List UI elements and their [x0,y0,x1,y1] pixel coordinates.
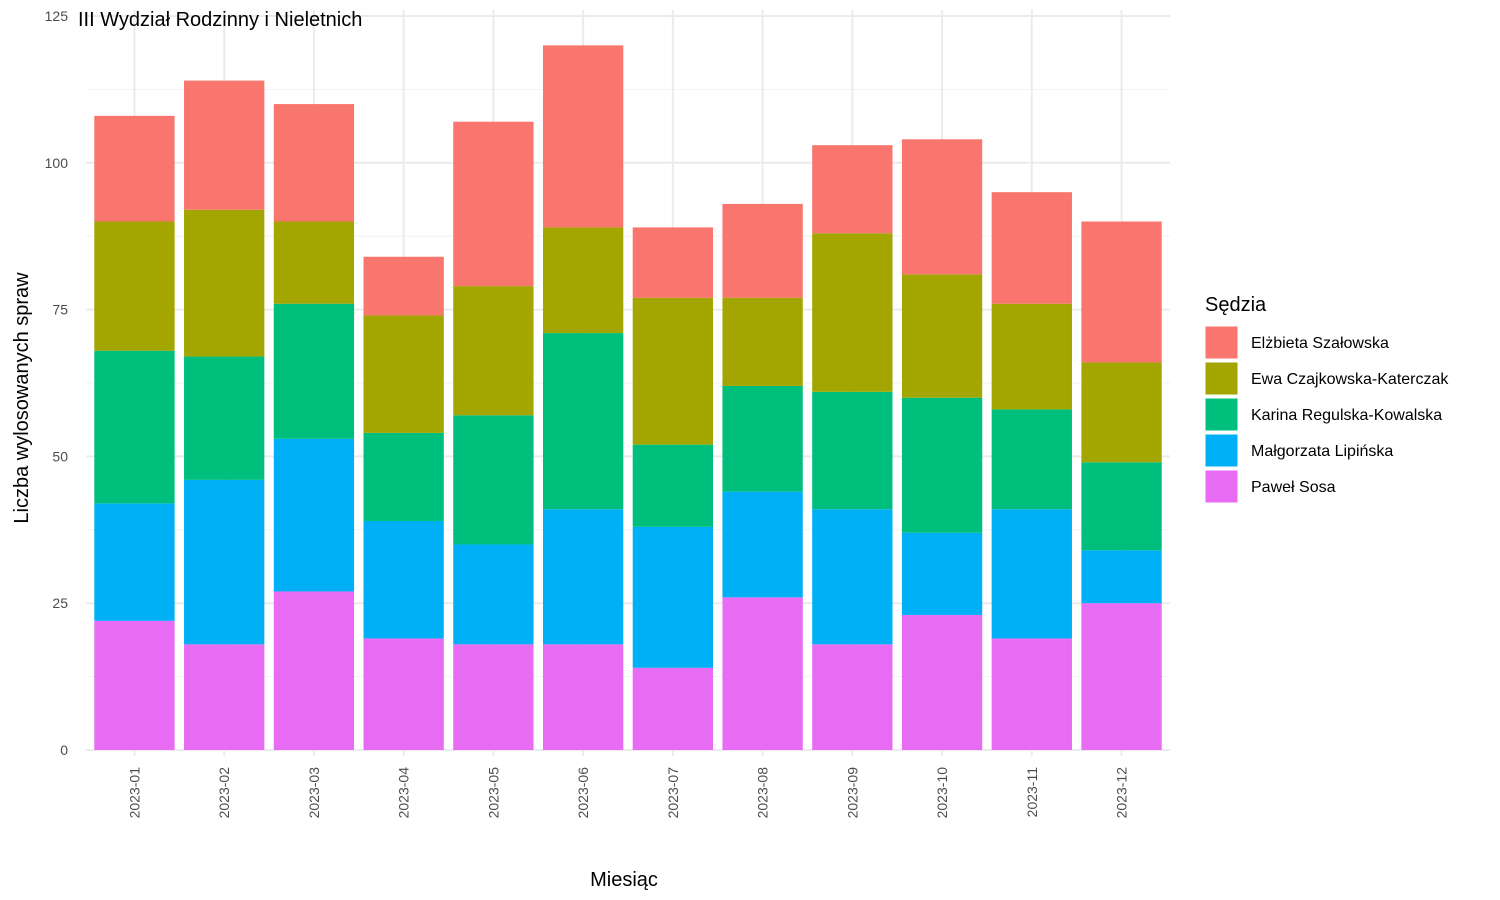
bar-segment [632,667,714,750]
x-tick-label: 2023-04 [396,767,412,819]
y-tick-label: 100 [45,155,69,171]
bar-segment [991,509,1072,639]
bar-segment [991,303,1072,410]
y-tick-label: 25 [52,595,68,611]
bar-segment [184,80,265,210]
x-tick-label: 2023-07 [665,767,681,819]
bar-segment [632,526,714,668]
legend-label: Ewa Czajkowska-Katerczak [1251,371,1449,388]
x-tick-label: 2023-12 [1114,767,1130,819]
x-tick-label: 2023-02 [216,767,232,819]
y-axis-title: Liczba wylosowanych spraw [11,272,33,524]
bar-segment [1081,462,1162,551]
bar-segment [94,221,175,351]
bar-segment [363,256,444,316]
bar-segment [722,597,803,750]
legend-label: Karina Regulska-Kowalska [1251,407,1442,424]
legend-title: Sędzia [1205,294,1267,316]
legend-label: Paweł Sosa [1251,479,1336,496]
bar-segment [184,356,265,480]
x-tick-label: 2023-10 [934,767,950,819]
y-tick-label: 75 [52,302,68,318]
bar-segment [453,286,534,416]
bar-segment [632,297,714,445]
bar-segment [363,520,444,639]
legend-label: Małgorzata Lipińska [1251,443,1393,460]
bar-segment [453,415,534,545]
bar-segment [1081,603,1162,750]
bar-segment [273,303,355,439]
x-tick-label: 2023-01 [126,767,142,819]
bar-segment [94,350,175,504]
bar-segment [184,209,265,357]
grid-minor [86,88,1170,678]
legend-swatch [1204,469,1239,504]
bar-segment [901,397,983,533]
legend-swatch [1204,325,1239,360]
y-axis-ticks: 0 25 50 75 100 125 [45,8,69,758]
bar-segment [901,139,983,275]
x-axis-ticks: 2023-01 2023-02 2023-03 2023-04 2023-05 2023-… [126,767,1129,819]
bar-segment [542,644,624,750]
x-tick-label: 2023-08 [755,767,771,819]
bar-segment [273,221,355,304]
x-axis-title: Miesiąc [590,869,658,891]
legend-swatch [1204,433,1239,468]
x-tick-label: 2023-11 [1024,767,1040,818]
bar-segment [453,121,534,287]
bar-segment [542,333,624,510]
legend-label: Elżbieta Szałowska [1251,335,1389,352]
legend: Sędzia Elżbieta Szałowska Ewa Czajkowska-… [1204,294,1449,504]
bar-segment [901,532,983,615]
bar-segment [1081,221,1162,363]
bar-segment [1081,550,1162,604]
x-tick-label: 2023-09 [844,767,860,819]
bar-segment [542,227,624,334]
x-tick-label: 2023-03 [306,767,322,819]
x-tick-label: 2023-06 [575,767,591,819]
bar-segment [453,544,534,645]
bar-segment [991,638,1072,750]
bar-segment [363,432,444,521]
bar-segment [991,192,1072,304]
bar-segment [722,385,803,492]
bar-segment [273,438,355,592]
legend-swatch [1204,397,1239,432]
bar-segment [812,644,893,750]
bar-segment [901,274,983,398]
bar-segment [94,503,175,621]
bar-segment [184,479,265,645]
bar-segment [1081,362,1162,463]
y-tick-label: 0 [60,742,68,758]
bar-segment [722,203,803,298]
bar-segment [453,644,534,750]
bar-segment [184,644,265,750]
bar-segment [273,104,355,222]
bar-segment [812,509,893,645]
bars [94,45,1162,750]
bar-segment [542,509,624,645]
bar-segment [94,115,175,222]
bar-segment [812,233,893,392]
bar-segment [94,620,175,750]
bar-segment [632,444,714,527]
bar-segment [812,145,893,234]
bar-segment [363,315,444,433]
y-tick-label: 50 [52,448,68,464]
bar-segment [901,614,983,750]
bar-segment [722,491,803,598]
bar-segment [722,297,803,386]
chart-title: III Wydział Rodzinny i Nieletnich [78,9,362,31]
x-tick-label: 2023-05 [485,767,501,819]
bar-segment [273,591,355,750]
bar-segment [812,391,893,510]
y-tick-label: 125 [45,8,69,24]
bar-segment [363,638,444,750]
bar-segment [542,45,624,228]
bar-segment [632,227,714,298]
legend-swatch [1204,361,1239,396]
bar-segment [991,409,1072,510]
